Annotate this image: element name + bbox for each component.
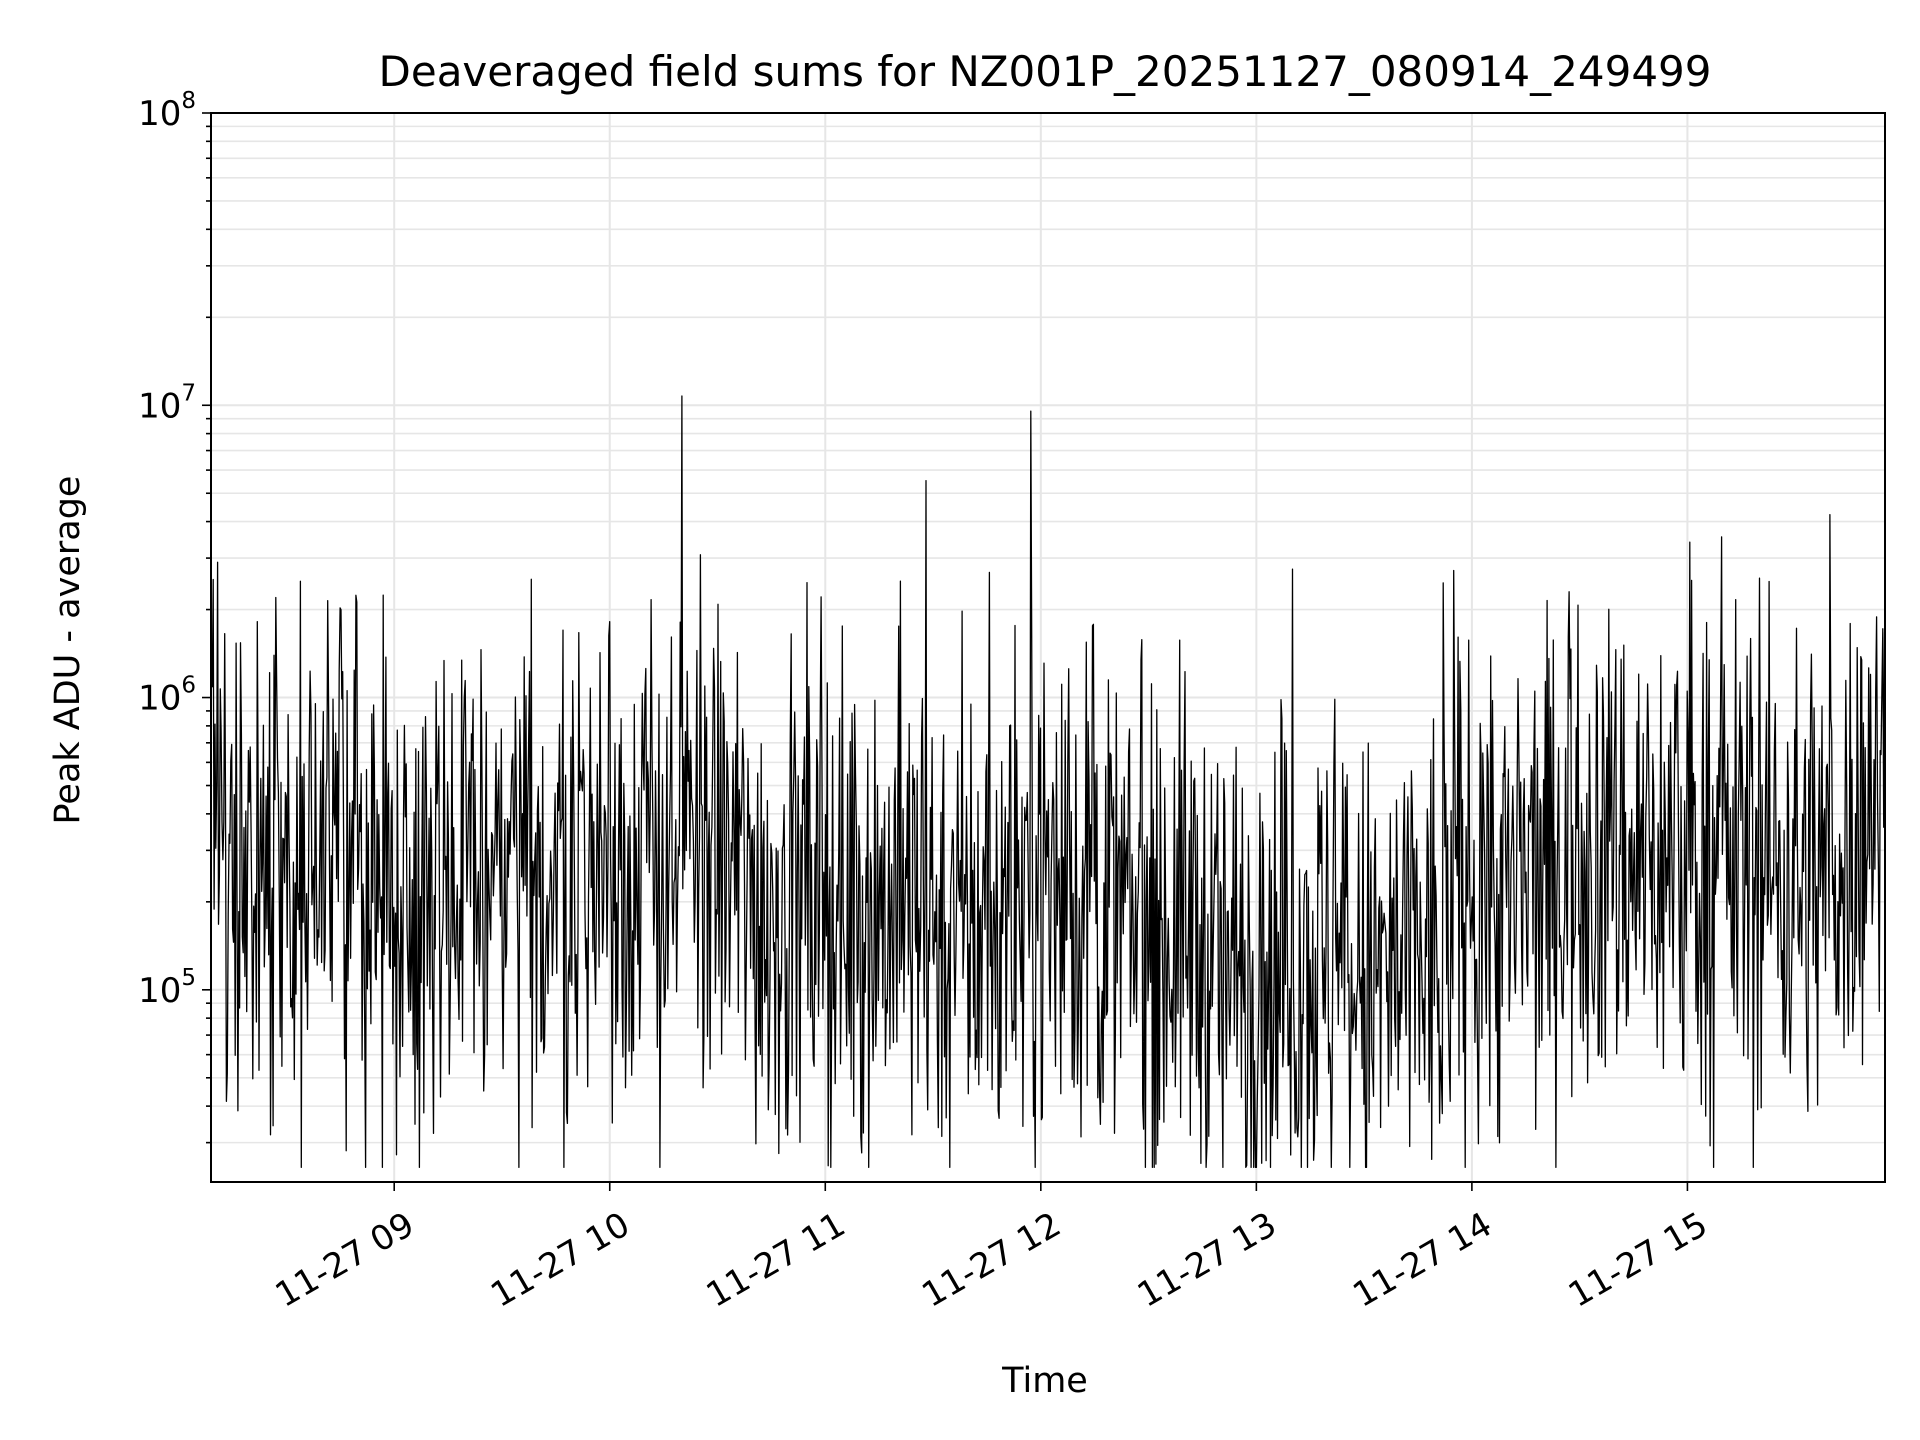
series-layer [210,395,1886,1169]
series-line-0 [210,395,1886,1169]
y-tick-label: 108 [138,88,196,134]
y-tick-label: 107 [138,380,196,426]
chart-title: Deaveraged field sums for NZ001P_2025112… [379,47,1712,96]
plot-frame [210,112,1886,1183]
axes-frame [210,112,1886,1183]
y-tick-label: 106 [138,673,196,719]
y-axis-label: Peak ADU - average [48,476,88,825]
y-tick-label: 105 [138,965,196,1011]
x-axis-label: Time [1001,1361,1088,1401]
